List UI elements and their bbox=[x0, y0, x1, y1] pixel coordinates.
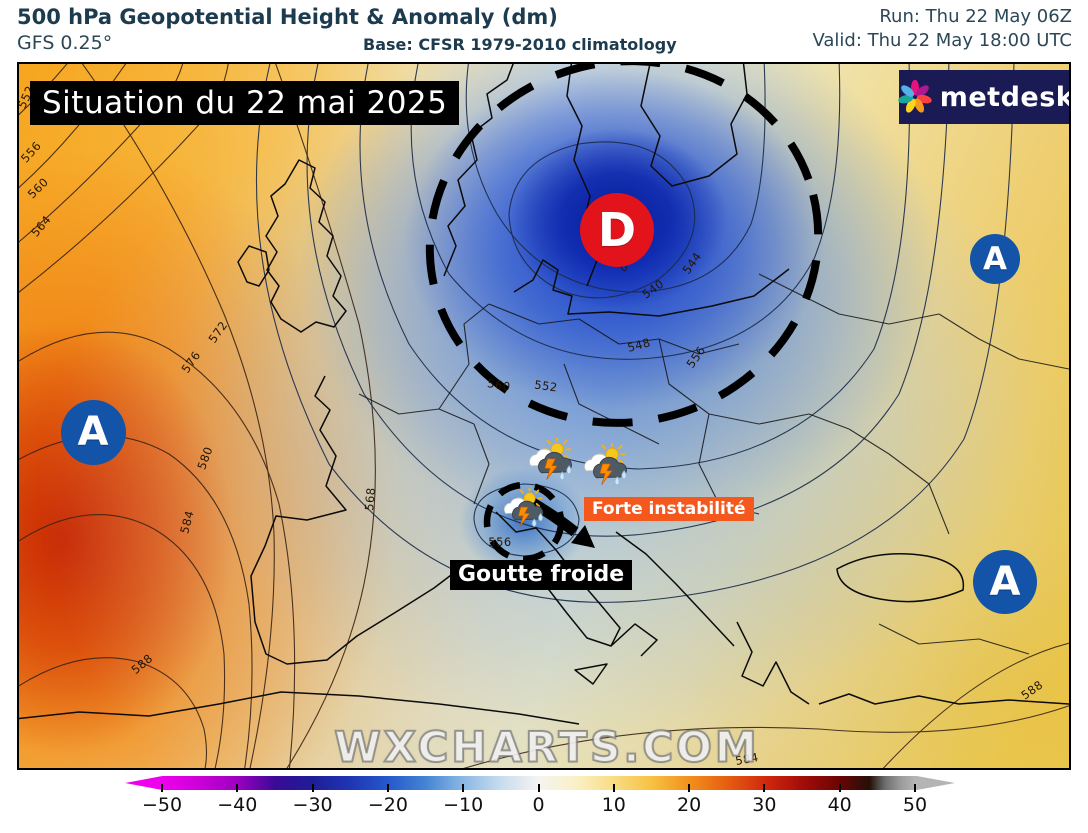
contour-label: 588 bbox=[128, 651, 156, 677]
contour-label: 584 bbox=[177, 508, 197, 536]
metdesk-logo-text: metdesk bbox=[939, 81, 1071, 113]
run-time-label: Run: Thu 22 May 06Z bbox=[879, 6, 1072, 27]
thunderstorm-icon bbox=[584, 442, 627, 486]
contour-label: 576 bbox=[178, 348, 204, 376]
low-pressure-badge: D bbox=[580, 193, 654, 267]
colorbar-tick bbox=[914, 784, 916, 792]
contour-label: 540 bbox=[639, 276, 667, 302]
anomaly-map: WXCHARTS.COM Situation du 22 mai 2025 me… bbox=[17, 62, 1071, 770]
situation-title: Situation du 22 mai 2025 bbox=[30, 81, 460, 125]
colorbar-tick-label: −10 bbox=[443, 794, 484, 816]
contour-label: 556 bbox=[17, 138, 45, 166]
colorbar-tick bbox=[838, 784, 841, 792]
colorbar-tick-label: 0 bbox=[532, 794, 545, 816]
colorbar-tick-label: −40 bbox=[217, 794, 258, 816]
contour-label: 544 bbox=[679, 249, 705, 277]
colorbar-tick-label: −30 bbox=[292, 794, 333, 816]
climatology-base-label: Base: CFSR 1979-2010 climatology bbox=[363, 35, 677, 54]
text-annotation: Forte instabilité bbox=[584, 497, 754, 522]
contour-label: 560 bbox=[24, 174, 52, 202]
thunderstorm-icon bbox=[503, 487, 544, 528]
colorbar: −50 −40 −30 −20 −10 0 10 20 30 40 50 bbox=[125, 774, 955, 826]
high-pressure-badge: A bbox=[970, 234, 1020, 284]
thunderstorm-icon-wrap bbox=[580, 442, 632, 490]
colorbar-tick bbox=[537, 784, 540, 792]
colorbar-tick bbox=[688, 784, 691, 792]
contour-label: 564 bbox=[28, 212, 54, 240]
metdesk-pinwheel-icon bbox=[896, 78, 934, 116]
contour-label: 572 bbox=[205, 318, 231, 346]
valid-time-label: Valid: Thu 22 May 18:00 UTC bbox=[812, 30, 1072, 51]
colorbar-tick bbox=[161, 784, 163, 792]
high-pressure-badge: A bbox=[60, 399, 126, 465]
colorbar-tick-label: 30 bbox=[752, 794, 777, 816]
colorbar-tick bbox=[236, 784, 239, 792]
model-label: GFS 0.25° bbox=[17, 32, 113, 54]
contour-label: 588 bbox=[1018, 677, 1046, 703]
colorbar-ticks: −50 −40 −30 −20 −10 0 10 20 30 40 50 bbox=[125, 774, 955, 826]
colorbar-tick-label: −50 bbox=[141, 794, 183, 816]
chart-header: 500 hPa Geopotential Height & Anomaly (d… bbox=[0, 0, 1088, 62]
contour-label: 548 bbox=[625, 335, 653, 355]
colorbar-tick bbox=[612, 784, 615, 792]
colorbar-tick bbox=[462, 784, 465, 792]
contour-lines-layer bbox=[19, 64, 1069, 768]
thunderstorm-icon bbox=[529, 437, 572, 481]
colorbar-tick bbox=[386, 784, 389, 792]
contour-label: 568 bbox=[362, 486, 378, 512]
thunderstorm-icon-wrap bbox=[500, 487, 548, 531]
metdesk-logo: metdesk bbox=[896, 70, 1071, 124]
contour-label: 556 bbox=[488, 535, 512, 549]
chart-title: 500 hPa Geopotential Height & Anomaly (d… bbox=[17, 5, 558, 29]
watermark: WXCHARTS.COM bbox=[333, 722, 760, 770]
colorbar-tick-label: 50 bbox=[902, 794, 928, 816]
text-annotation: Goutte froide bbox=[450, 560, 633, 591]
colorbar-tick-label: 40 bbox=[827, 794, 852, 816]
contour-label: 552 bbox=[533, 377, 559, 395]
hand-annotations-layer bbox=[425, 64, 823, 563]
colorbar-tick-label: 10 bbox=[601, 794, 626, 816]
map-overlays: 552 556 560 564 572 576 580 584 588 568 540 0 544 548… bbox=[19, 64, 1069, 768]
colorbar-tick-label: 20 bbox=[677, 794, 702, 816]
flow-arrow bbox=[528, 497, 579, 537]
contour-label: 560 bbox=[486, 376, 512, 394]
contour-label: 580 bbox=[194, 444, 216, 472]
thunderstorm-icon-wrap bbox=[525, 437, 577, 485]
colorbar-gradient bbox=[125, 776, 955, 790]
colorbar-tick bbox=[763, 784, 766, 792]
contour-label: 556 bbox=[683, 343, 709, 371]
high-pressure-badge: A bbox=[973, 550, 1037, 614]
colorbar-tick-label: −20 bbox=[367, 794, 408, 816]
colorbar-tick bbox=[311, 784, 314, 792]
flow-arrow-head bbox=[571, 525, 595, 548]
